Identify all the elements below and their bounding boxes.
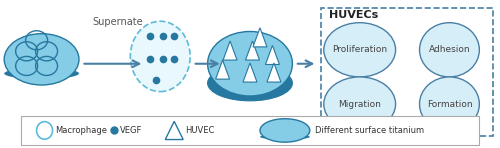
Text: Proliferation: Proliferation	[332, 45, 388, 54]
Text: Migration: Migration	[338, 100, 381, 108]
Ellipse shape	[4, 34, 79, 85]
Polygon shape	[253, 28, 267, 47]
Text: Formation: Formation	[426, 100, 472, 108]
Ellipse shape	[208, 32, 292, 96]
Text: Supernate: Supernate	[92, 17, 143, 27]
Polygon shape	[266, 45, 280, 65]
Ellipse shape	[4, 68, 79, 79]
Polygon shape	[267, 63, 281, 82]
Text: HUVECs: HUVECs	[329, 10, 378, 20]
Text: Macrophage: Macrophage	[56, 126, 108, 135]
Ellipse shape	[260, 119, 310, 142]
Polygon shape	[246, 41, 260, 60]
Bar	[20, 116, 479, 145]
Text: HUVEC: HUVEC	[185, 126, 214, 135]
Ellipse shape	[324, 23, 396, 77]
Ellipse shape	[208, 65, 292, 101]
Polygon shape	[223, 41, 237, 60]
Ellipse shape	[420, 77, 480, 131]
Text: VEGF: VEGF	[120, 126, 142, 135]
Text: Adhesion: Adhesion	[428, 45, 470, 54]
Bar	[322, 8, 494, 136]
Ellipse shape	[324, 77, 396, 131]
Ellipse shape	[260, 134, 310, 140]
Text: Different surface titanium: Different surface titanium	[315, 126, 424, 135]
Ellipse shape	[420, 23, 480, 77]
Ellipse shape	[130, 21, 190, 92]
Polygon shape	[243, 63, 257, 82]
Polygon shape	[216, 60, 230, 79]
